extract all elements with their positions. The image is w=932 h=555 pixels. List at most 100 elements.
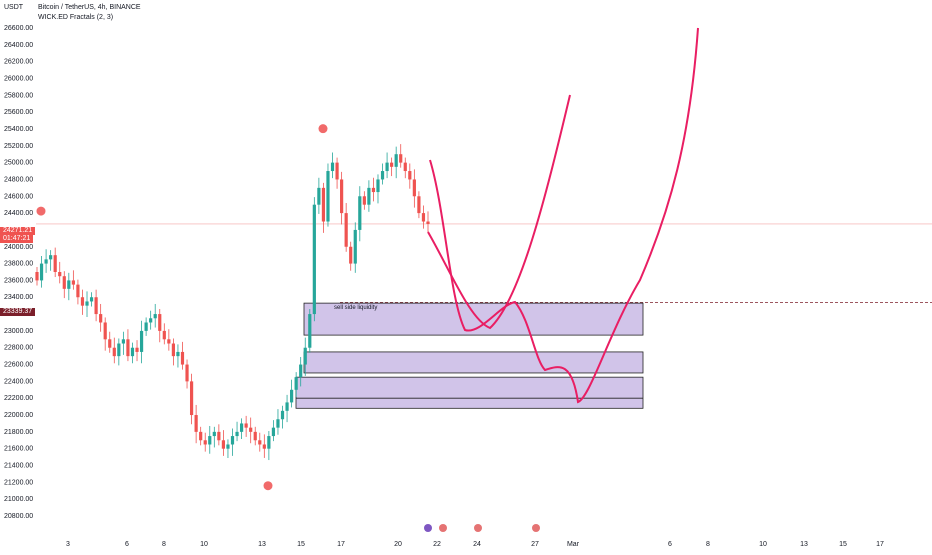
candle-body <box>139 330 144 352</box>
candle-body <box>299 364 303 378</box>
y-tick-label: 23600.00 <box>4 277 33 284</box>
y-tick-label: 24600.00 <box>4 193 33 200</box>
candle-body <box>167 339 171 344</box>
x-tick-label: Mar <box>567 541 580 548</box>
candle-body <box>271 427 276 437</box>
liquidity-zone <box>303 351 644 374</box>
candle-body <box>394 154 398 167</box>
candle-body <box>89 297 94 302</box>
candle-body <box>321 187 326 222</box>
y-tick-label: 26000.00 <box>4 75 33 82</box>
y-tick-label: 23400.00 <box>4 294 33 301</box>
fractal-marker <box>318 124 328 134</box>
candle-body <box>390 162 394 167</box>
x-tick-label: 17 <box>876 541 884 548</box>
fractal-marker <box>263 481 273 491</box>
candle-body <box>171 343 175 357</box>
currency-label: USDT <box>4 4 24 11</box>
candle-body <box>58 272 62 277</box>
x-tick-label: 24 <box>473 541 481 548</box>
candle-body <box>371 187 376 193</box>
candle-body <box>85 301 89 306</box>
candle-body <box>230 436 235 445</box>
candle-body <box>208 436 212 445</box>
candle-body <box>53 255 57 272</box>
candle-body <box>276 419 280 428</box>
candle-body <box>176 351 180 357</box>
candle-body <box>344 213 348 247</box>
candle-body <box>258 440 262 445</box>
candle-body <box>340 179 344 214</box>
x-tick-label: 8 <box>162 541 166 548</box>
y-tick-label: 26600.00 <box>4 25 33 32</box>
candle-body <box>103 322 107 340</box>
candle-body <box>412 179 416 197</box>
y-tick-label: 22400.00 <box>4 378 33 385</box>
x-tick-label: 13 <box>258 541 266 548</box>
fractal-marker <box>36 206 46 216</box>
y-tick-label: 21000.00 <box>4 496 33 503</box>
zone-annotation: sell side liquidity <box>334 305 377 311</box>
x-tick-label: 6 <box>668 541 672 548</box>
candle-body <box>121 339 125 344</box>
x-tick-label: 17 <box>337 541 345 548</box>
x-tick-label: 27 <box>531 541 539 548</box>
y-tick-label: 24000.00 <box>4 244 33 251</box>
y-tick-label: 25400.00 <box>4 126 33 133</box>
candle-body <box>158 314 162 331</box>
symbol-title[interactable]: Bitcoin / TetherUS, 4h, BINANCE <box>38 4 141 11</box>
candle-body <box>44 259 48 264</box>
candle-body <box>308 314 312 348</box>
candle-body <box>67 280 71 289</box>
candle-body <box>203 440 207 445</box>
projection-path-b <box>427 94 571 330</box>
indicator-legend[interactable]: WICK.ED Fractals (2, 3) <box>38 14 114 21</box>
candle-body <box>280 410 285 420</box>
x-tick-label: 10 <box>759 541 767 548</box>
y-tick-label: 23000.00 <box>4 328 33 335</box>
candle-body <box>303 347 307 365</box>
y-tick-label: 25600.00 <box>4 109 33 116</box>
candle-body <box>376 179 380 193</box>
candle-body <box>403 162 407 172</box>
candle-body <box>353 229 357 264</box>
candle-body <box>94 297 98 315</box>
candle-body <box>367 187 371 205</box>
candle-body <box>199 431 203 441</box>
y-tick-label: 21400.00 <box>4 463 33 470</box>
x-tick-label: 13 <box>800 541 808 548</box>
candle-body <box>180 351 185 365</box>
y-tick-label: 22800.00 <box>4 345 33 352</box>
candle-body <box>108 339 112 348</box>
candle-body <box>39 263 44 281</box>
candle-body <box>399 154 403 163</box>
candle-body <box>312 204 316 315</box>
candle-body <box>217 431 221 441</box>
candle-body <box>385 162 389 172</box>
candle-body <box>285 402 289 411</box>
candle-body <box>49 255 53 260</box>
candle-body <box>221 440 226 449</box>
candle-body <box>153 314 157 319</box>
candle-body <box>317 187 321 205</box>
y-tick-label: 24800.00 <box>4 176 33 183</box>
candle-body <box>80 297 85 306</box>
y-tick-label: 21800.00 <box>4 429 33 436</box>
level-price-tag: 23339.37 <box>0 308 36 316</box>
candle-body <box>326 171 330 222</box>
event-icon <box>532 524 540 532</box>
y-tick-label: 22000.00 <box>4 412 33 419</box>
candle-body <box>162 330 166 340</box>
y-tick-label: 21200.00 <box>4 479 33 486</box>
y-tick-label: 25000.00 <box>4 160 33 167</box>
candle-body <box>235 431 239 437</box>
y-tick-label: 26400.00 <box>4 42 33 49</box>
candle-body <box>417 196 421 214</box>
y-tick-label: 24400.00 <box>4 210 33 217</box>
y-tick-label: 26200.00 <box>4 59 33 66</box>
candle-body <box>112 347 116 357</box>
candle-body <box>426 221 430 224</box>
y-tick-label: 25200.00 <box>4 143 33 150</box>
candle-body <box>408 171 412 180</box>
